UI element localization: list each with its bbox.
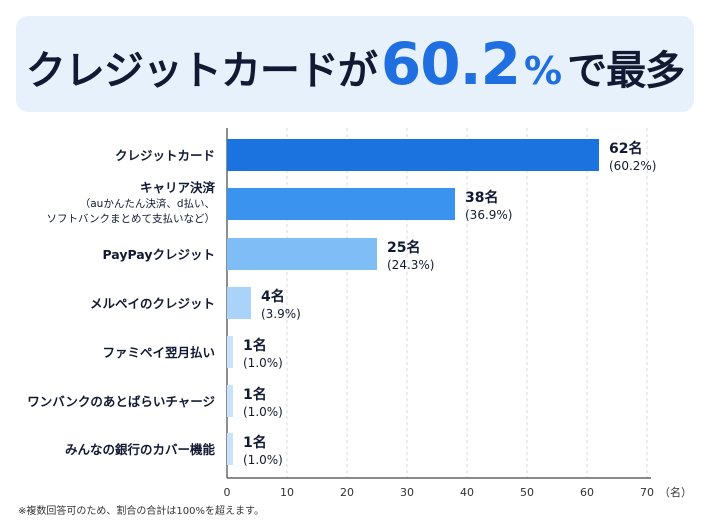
category-label: みんなの銀行のカバー機能 <box>65 442 216 457</box>
x-tick-label: 40 <box>460 486 474 499</box>
category-label: PayPayクレジット <box>102 247 215 262</box>
value-label: 1名 <box>243 337 267 354</box>
x-tick-label: 60 <box>580 486 594 499</box>
bar <box>227 287 251 319</box>
percent-label: (1.0%) <box>243 405 283 419</box>
footnote: ※複数回答可のため、割合の合計は100%を超えます。 <box>18 506 264 517</box>
bar <box>227 139 599 171</box>
value-label: 38名 <box>465 189 498 206</box>
category-label: メルペイのクレジット <box>90 296 215 311</box>
x-tick-label: 70 <box>640 486 654 499</box>
bar <box>227 188 455 220</box>
value-label: 62名 <box>609 140 642 157</box>
value-label: 1名 <box>243 386 267 403</box>
category-label: ワンバンクのあとばらいチャージ <box>27 394 215 409</box>
headline-banner: クレジットカードが 60.2 % で最多 <box>16 16 694 112</box>
percent-label: (3.9%) <box>261 307 301 321</box>
x-tick-label: 20 <box>340 486 354 499</box>
percent-label: (1.0%) <box>243 453 283 467</box>
category-label: キャリア決済 <box>140 180 216 195</box>
headline-part1: クレジットカードが <box>25 48 378 94</box>
category-sublabel: （auかんたん決済、d払い、 <box>80 197 215 210</box>
percent-label: (36.9%) <box>465 208 512 222</box>
bar <box>227 238 377 270</box>
bar <box>227 385 233 417</box>
x-tick-label: 50 <box>520 486 534 499</box>
percent-label: (60.2%) <box>609 159 656 173</box>
value-label: 25名 <box>387 239 420 256</box>
percent-label: (24.3%) <box>387 258 434 272</box>
category-label: クレジットカード <box>115 148 215 163</box>
x-tick-label: 10 <box>280 486 294 499</box>
percent-label: (1.0%) <box>243 356 283 370</box>
headline-part2: で最多 <box>567 48 685 94</box>
value-label: 1名 <box>243 434 267 451</box>
bar <box>227 336 233 368</box>
category-sublabel: ソフトバンクまとめて支払いなど） <box>46 212 215 225</box>
x-tick-label: 0 <box>224 486 231 499</box>
x-tick-label: 30 <box>400 486 414 499</box>
headline: クレジットカードが 60.2 % で最多 <box>25 30 685 98</box>
headline-number: 60.2 <box>380 30 521 98</box>
x-unit-label: （名） <box>659 485 692 499</box>
category-label: ファミペイ翌月払い <box>102 345 215 360</box>
value-label: 4名 <box>261 288 285 305</box>
bar <box>227 433 233 465</box>
headline-percent: % <box>524 49 562 93</box>
